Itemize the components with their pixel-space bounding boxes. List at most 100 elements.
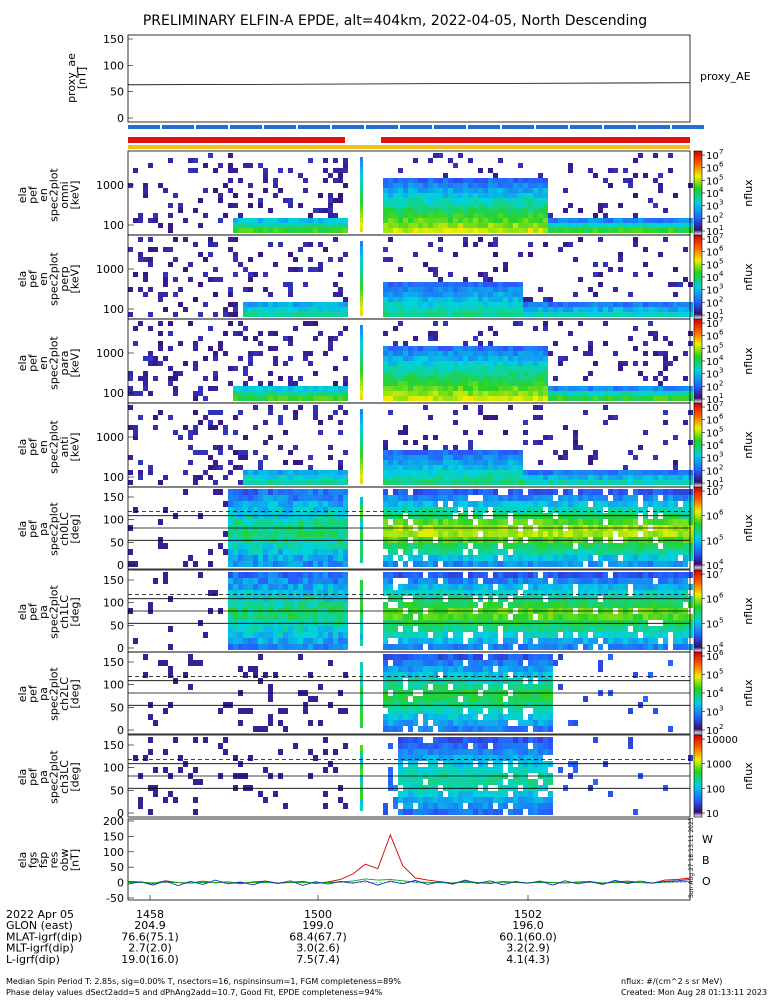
spectrogram-cell	[318, 242, 323, 247]
spectrogram-cell	[203, 396, 208, 401]
spectrogram-cell	[463, 361, 468, 366]
spectrogram-cell	[473, 475, 478, 480]
spectrogram-cell	[613, 287, 618, 292]
spectrogram-cell	[648, 198, 653, 203]
spectrogram-cell	[443, 173, 448, 178]
spectrogram-cell	[613, 415, 618, 420]
spectrogram-cell	[523, 470, 528, 475]
spectrogram-cell	[328, 386, 333, 391]
spectrogram-cell	[343, 218, 348, 223]
spectrogram-cell	[568, 572, 573, 578]
spectrogram-cell	[673, 228, 678, 233]
spectrogram-cell	[148, 326, 153, 331]
spectrogram-cell	[538, 561, 543, 567]
spectrogram-cell	[488, 223, 493, 228]
spectrogram-cell	[318, 644, 323, 650]
spectrogram-cell	[543, 351, 548, 356]
spectrogram-cell	[328, 549, 333, 555]
spectrogram-cell	[683, 386, 688, 391]
colorbar-tick-exponent: 7	[719, 316, 723, 324]
spectrogram-cell	[453, 307, 458, 312]
spectrogram-cell	[503, 519, 508, 525]
spectrogram-cell	[648, 312, 653, 317]
spectrogram-cell	[443, 346, 448, 351]
spectrogram-cell	[498, 361, 503, 366]
spectrogram-cell	[313, 614, 318, 620]
spectrogram-cell	[233, 396, 238, 401]
spectrogram-cell	[538, 543, 543, 549]
spectrogram-cell	[483, 356, 488, 361]
spectrogram-cell	[538, 614, 543, 620]
spectrogram-cell	[218, 341, 223, 346]
spectrogram-cell	[443, 371, 448, 376]
spectrogram-cell	[498, 218, 503, 223]
spectrogram-cell	[338, 590, 343, 596]
spectrogram-cell	[578, 302, 583, 307]
spectrogram-cell	[418, 396, 423, 401]
spectrogram-cell	[578, 391, 583, 396]
spectrogram-cell	[553, 228, 558, 233]
spectrogram-cell	[458, 366, 463, 371]
spectrogram-cell	[458, 361, 463, 366]
spectrogram-cell	[518, 163, 523, 168]
spectrogram-cell	[593, 262, 598, 267]
spectrogram-cell	[653, 590, 658, 596]
spectrogram-cell	[243, 475, 248, 480]
spectrogram-cell	[303, 391, 308, 396]
spectrogram-cell	[548, 351, 553, 356]
spectrogram-cell	[473, 590, 478, 596]
spectrogram-cell	[648, 218, 653, 223]
spectrogram-cell	[448, 475, 453, 480]
axis-tick-label: 1000	[96, 263, 124, 276]
spectrogram-cell	[143, 381, 148, 386]
spectrogram-cell	[638, 312, 643, 317]
spectrogram-cell	[473, 356, 478, 361]
spectrogram-cell	[463, 183, 468, 188]
spectrogram-cell	[318, 208, 323, 213]
spectrogram-cell	[653, 312, 658, 317]
spectrogram-cell	[603, 262, 608, 267]
spectrogram-cell	[408, 223, 413, 228]
spectrogram-cell	[323, 572, 328, 578]
sunlit-bar	[128, 145, 690, 149]
spectrogram-cell	[458, 297, 463, 302]
spectrogram-cell	[668, 555, 673, 561]
spectrogram-cell	[298, 578, 303, 584]
spectrogram-cell	[393, 218, 398, 223]
spectrogram-cell	[128, 386, 133, 391]
spectrogram-cell	[573, 578, 578, 584]
spectrogram-cell	[388, 396, 393, 401]
spectrogram-cell	[633, 455, 638, 460]
spectrogram-cell	[453, 356, 458, 361]
spectrogram-cell	[488, 218, 493, 223]
spectrogram-cell	[360, 162, 363, 167]
spectrogram-cell	[403, 602, 408, 608]
spectrogram-cell	[543, 480, 548, 485]
spectrogram-cell	[413, 590, 418, 596]
spectrogram-cell	[218, 543, 223, 549]
spectrogram-cell	[318, 267, 323, 272]
spectrogram-cell	[288, 614, 293, 620]
spectrogram-cell	[273, 489, 278, 495]
spectrogram-cell	[313, 405, 318, 410]
spectrogram-cell	[263, 475, 268, 480]
spectrogram-cell	[458, 455, 463, 460]
spectrogram-cell	[553, 489, 558, 495]
spectrogram-cell	[663, 420, 668, 425]
spectrogram-cell	[608, 489, 613, 495]
spectrogram-cell	[298, 302, 303, 307]
spectrogram-cell	[488, 465, 493, 470]
spectrogram-cell	[553, 376, 558, 381]
spectrogram-cell	[148, 287, 153, 292]
y-axis-label-line: spec2plot	[47, 252, 60, 306]
spectrogram-cell	[558, 228, 563, 233]
spectrogram-cell	[393, 572, 398, 578]
spectrogram-cell	[498, 356, 503, 361]
spectrogram-cell	[443, 470, 448, 475]
spectrogram-cell	[448, 183, 453, 188]
proxy-ae-legend: proxy_AE	[700, 70, 751, 83]
spectrogram-cell	[213, 267, 218, 272]
spectrogram-cell	[473, 644, 478, 650]
spectrogram-cell	[658, 572, 663, 578]
spectrogram-cell	[323, 168, 328, 173]
